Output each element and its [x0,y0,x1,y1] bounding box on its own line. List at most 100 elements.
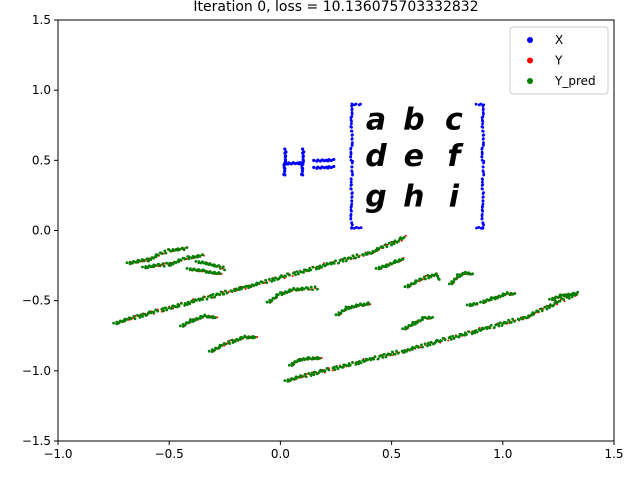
y-pred-point [382,352,386,356]
y-pred-point [372,357,376,361]
y-pred-point [292,287,296,291]
y-pred-point [227,340,230,343]
series-x: a b c d e f g h i [282,102,486,230]
y-pred-point [178,247,182,251]
y-pred-point [270,299,274,302]
y-pred-point [351,254,355,258]
y-pred-point [241,336,245,340]
y-pred-point [133,317,137,321]
y-pred-point [443,338,447,342]
x-point [350,137,354,141]
x-point [481,137,485,141]
y-pred-point [211,293,215,296]
y-pred-point [549,303,552,307]
x-point [332,164,336,169]
y-pred-point [381,355,384,359]
x-point [349,122,353,126]
y-pred-point [359,361,363,365]
y-pred-point [356,303,360,307]
y-pred-point [471,330,475,334]
y-pred-point [450,282,454,286]
y-pred-point [351,361,354,364]
x-point [300,161,304,165]
y-pred-point [219,290,223,294]
x-glyph: i [449,180,460,215]
y-tick-label: 0.0 [32,224,51,238]
y-pred-point [375,249,379,252]
y-axis-ticks: 1.5 1.0 0.5 0.0 −0.5 −1.0 −1.5 [22,13,58,448]
y-pred-point [276,293,280,297]
x-point [350,161,354,165]
y-pred-point [162,309,166,313]
x-point [480,152,484,156]
x-tick-label: −1.0 [43,447,72,461]
y-pred-point [523,315,527,319]
x-point [480,180,484,184]
y-pred-point [290,361,294,365]
y-pred-point [558,299,562,303]
y-pred-point [223,289,227,293]
y-pred-point [563,293,567,297]
y-pred-point [574,292,577,296]
legend-marker [527,57,533,64]
x-glyph: a [366,102,386,137]
y-pred-point [334,259,337,263]
x-point [350,223,354,227]
y-pred-point [548,306,551,309]
y-pred-point [545,307,549,311]
y-pred-point [171,262,175,266]
y-pred-point [558,295,562,299]
y-pred-point [333,368,337,372]
y-point [263,281,266,284]
x-tick-label: −0.5 [155,447,184,461]
y-pred-point [509,321,513,324]
y-pred-point [344,364,348,367]
y-pred-point [265,281,269,285]
y-pred-point [139,313,143,317]
y-pred-point [384,355,388,359]
y-pred-point [305,268,309,272]
y-pred-point [288,273,291,277]
y-pred-point [178,324,182,328]
y-pred-point [181,322,185,326]
y-pred-point [213,348,216,352]
y-pred-point [525,316,529,320]
y-pred-point [341,365,345,369]
y-pred-point [310,371,314,375]
x-tick-label: 1.5 [604,447,623,461]
y-pred-point [141,315,144,318]
y-pred-point [401,257,405,261]
y-pred-point [489,298,493,301]
x-point [477,225,481,229]
y-pred-point [497,324,501,328]
y-pred-point [431,315,435,319]
x-point [350,108,354,112]
y-pred-point [239,337,243,341]
y-pred-point [413,320,417,324]
legend: XY Y_pred [509,26,609,95]
y-pred-point [479,300,482,304]
y-pred-point [338,258,342,262]
y-pred-point [454,334,458,338]
x-point [480,155,484,159]
y-pred-point [302,287,306,291]
y-pred-point [167,306,171,310]
y-pred-point [501,294,505,298]
y-pred-point [357,255,361,259]
y-pred-point [395,349,398,353]
y-pred-point [290,288,293,292]
y-pred-point [320,266,323,269]
y-pred-point [306,287,310,291]
y-pred-point [201,253,204,257]
x-point [283,167,287,171]
x-point [349,205,353,209]
y-pred-point [185,246,189,249]
y-point [447,339,450,342]
y-pred-point [411,323,415,327]
y-point [386,243,389,246]
y-pred-point [491,296,495,300]
y-pred-point [156,253,160,257]
x-axis-ticks: −1.0 −0.5 0.0 0.5 1.0 1.5 [43,441,624,461]
y-pred-point [416,279,419,283]
y-pred-point [422,275,426,279]
